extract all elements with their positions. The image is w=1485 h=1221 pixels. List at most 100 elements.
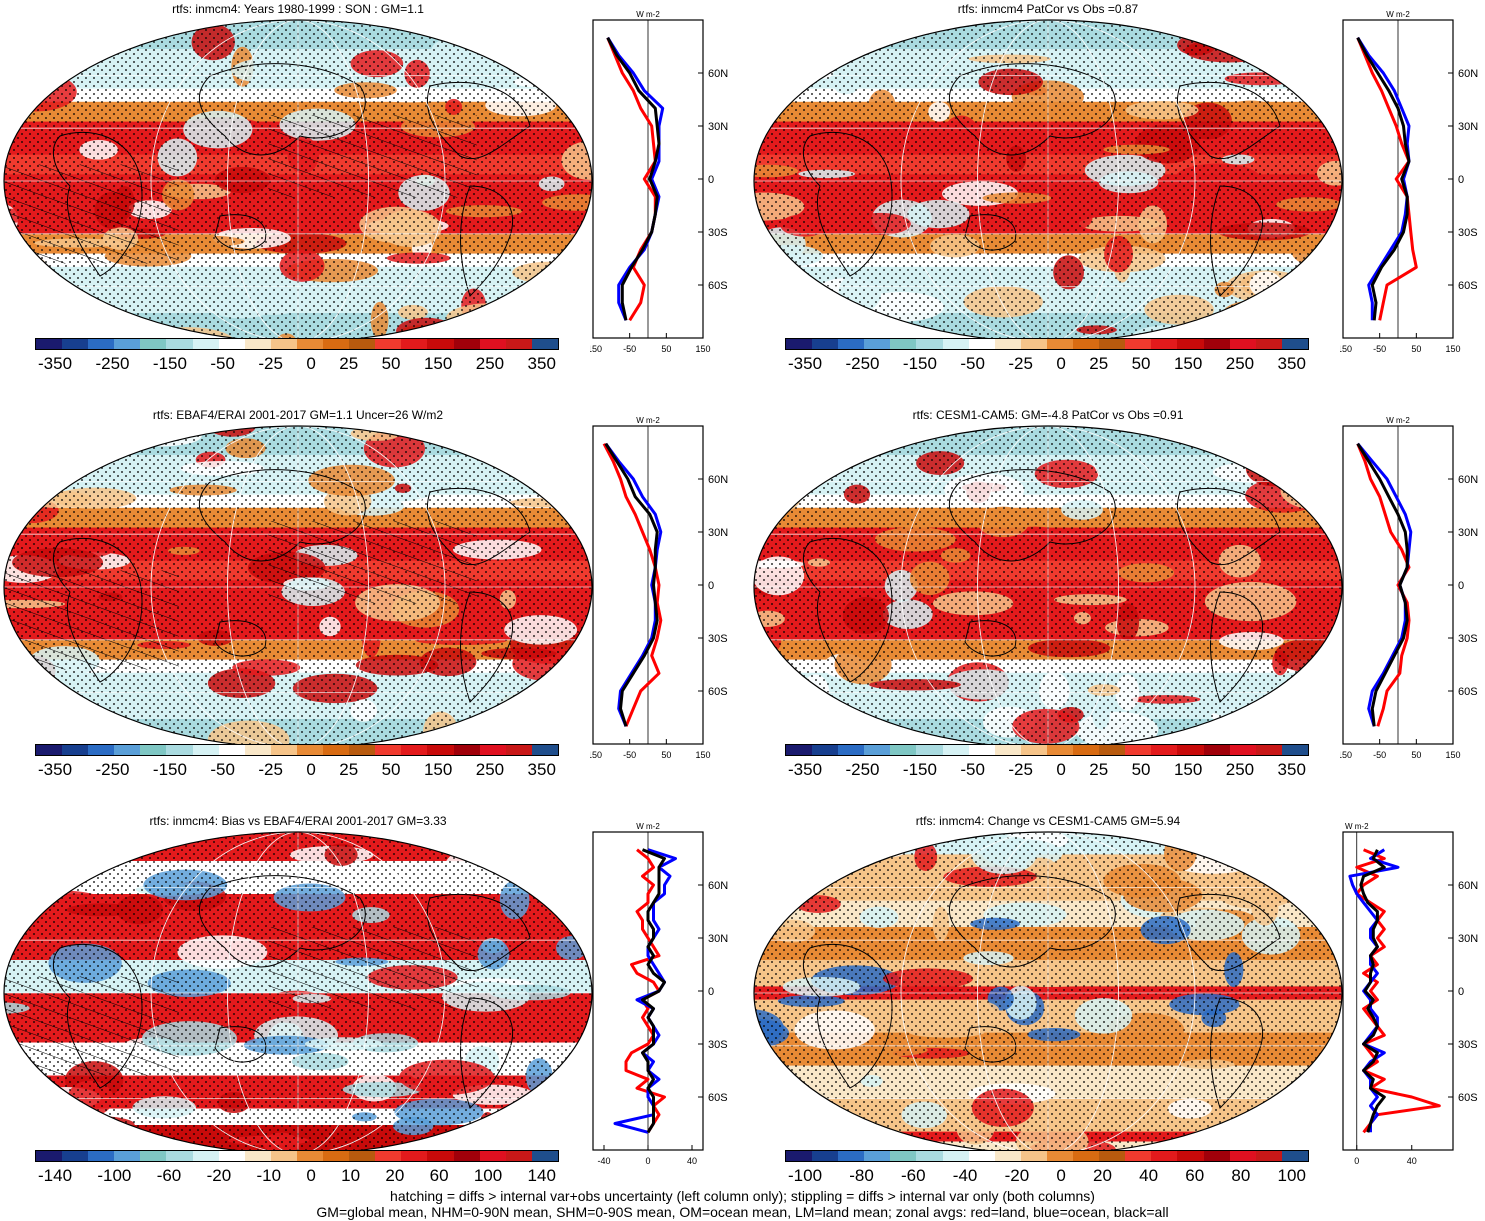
colorbar-tick-label: -50 <box>960 760 985 779</box>
colorbar-swatch <box>114 339 141 349</box>
colorbar-swatch <box>375 745 402 755</box>
colorbar-swatch <box>349 1151 376 1161</box>
colorbar-swatch <box>1020 339 1047 349</box>
colorbar-tick-label: 150 <box>1173 354 1203 373</box>
colorbar-tick-label: 150 <box>423 354 453 373</box>
colorbar-tick-label: 0 <box>306 354 316 373</box>
colorbar-swatch <box>1281 1151 1308 1161</box>
colorbar-tick-label: -50 <box>960 354 985 373</box>
colorbar-swatch <box>890 745 917 755</box>
colorbar-swatch <box>1020 745 1047 755</box>
colorbar <box>785 1150 1309 1162</box>
colorbar-tick-label: 250 <box>475 760 505 779</box>
colorbar-swatch <box>942 1151 969 1161</box>
world-map <box>753 425 1343 749</box>
world-map <box>753 19 1343 343</box>
panel-1: rtfs: inmcm4: Years 1980-1999 : SON : GM… <box>0 0 735 400</box>
colorbar-swatch <box>479 745 506 755</box>
colorbar-swatch <box>531 745 558 755</box>
zonal-x-tick-label: 150 <box>695 344 710 353</box>
map-title: rtfs: inmcm4: Years 1980-1999 : SON : GM… <box>172 2 424 16</box>
colorbar-swatch <box>1203 745 1230 755</box>
colorbar-swatch <box>1177 1151 1204 1161</box>
colorbar-ticks: -140 -100 -60 -20 -10 0 10 20 60 100 140 <box>38 1166 556 1186</box>
colorbar-ticks: -100 -80 -60 -40 -20 0 20 40 60 80 100 <box>788 1166 1306 1186</box>
zonal-x-tick-label: -50 <box>1373 750 1386 759</box>
zonal-y-tick-label: 60S <box>1458 686 1478 698</box>
colorbar-tick-label: -20 <box>1004 1166 1030 1185</box>
footer-line-1: hatching = diffs > internal var+obs unce… <box>390 1188 1095 1204</box>
colorbar-swatch <box>1151 745 1178 755</box>
colorbar-swatch <box>140 1151 167 1161</box>
zonal-y-tick-label: 30N <box>708 527 728 539</box>
colorbar-tick-label: -60 <box>901 1166 926 1185</box>
colorbar-swatch <box>401 745 428 755</box>
zonal-x-tick-label: 150 <box>1445 344 1460 353</box>
colorbar-tick-label: -250 <box>845 354 880 373</box>
colorbar-swatch <box>62 1151 89 1161</box>
colorbar-swatch <box>62 339 89 349</box>
colorbar-swatch <box>166 1151 193 1161</box>
colorbar-swatch <box>864 339 891 349</box>
zonal-unit-label: W m-2 <box>1386 416 1410 425</box>
colorbar-swatch <box>942 745 969 755</box>
colorbar-tick-label: 0 <box>306 760 316 779</box>
colorbar-swatch <box>62 745 89 755</box>
colorbar-swatch <box>270 339 297 349</box>
colorbar-tick-label: 50 <box>1131 354 1151 373</box>
colorbar <box>35 744 559 756</box>
colorbar-swatch <box>1203 339 1230 349</box>
zonal-x-tick-label: 50 <box>1411 344 1421 353</box>
world-map <box>3 19 593 343</box>
colorbar-swatch <box>812 1151 839 1161</box>
panel-3: rtfs: EBAF4/ERAI 2001-2017 GM=1.1 Uncer=… <box>0 406 735 806</box>
panel-6: rtfs: inmcm4: Change vs CESM1-CAM5 GM=5.… <box>750 812 1485 1212</box>
zonal-y-tick-label: 60N <box>1458 474 1478 486</box>
colorbar-swatch <box>453 745 480 755</box>
colorbar-swatch <box>36 745 63 755</box>
colorbar-swatch <box>244 339 271 349</box>
colorbar-swatch <box>994 1151 1021 1161</box>
colorbar-tick-label: -150 <box>152 354 187 373</box>
colorbar-tick-label: 25 <box>339 760 359 779</box>
colorbar-swatch <box>36 339 63 349</box>
colorbar-swatch <box>1229 1151 1256 1161</box>
zonal-frame <box>1342 831 1454 1151</box>
colorbar-tick-label: 10 <box>341 1166 361 1185</box>
colorbar-swatch <box>88 745 115 755</box>
colorbar-swatch <box>786 1151 813 1161</box>
colorbar-tick-label: -40 <box>952 1166 978 1185</box>
colorbar-swatch <box>1073 1151 1100 1161</box>
colorbar-swatch <box>1099 339 1126 349</box>
colorbar-ticks: -350 -250 -150 -50 -25 0 25 50 150 250 350 <box>38 760 556 780</box>
colorbar <box>35 338 559 350</box>
colorbar-swatch <box>1255 745 1282 755</box>
zonal-mean-plot: W m-2 60N 30N 0 30S 60S -150 -50 50 150 <box>1340 10 1478 353</box>
colorbar-swatch <box>479 339 506 349</box>
zonal-x-tick-label: -150 <box>590 344 602 353</box>
map-title: rtfs: inmcm4: Bias vs EBAF4/ERAI 2001-20… <box>149 814 447 828</box>
footer-note: hatching = diffs > internal var+obs unce… <box>0 1188 1485 1220</box>
zonal-x-tick-label: -150 <box>1340 344 1352 353</box>
zonal-y-tick-label: 60N <box>708 68 728 80</box>
colorbar-swatch <box>296 1151 324 1161</box>
colorbar-swatch <box>838 339 865 349</box>
zonal-x-tick-label: -50 <box>1373 344 1386 353</box>
colorbar-swatch <box>994 745 1021 755</box>
colorbar-swatch <box>270 1151 297 1161</box>
zonal-x-tick-label: 150 <box>1445 750 1460 759</box>
colorbar-ticks: -350 -250 -150 -50 -25 0 25 50 150 250 350 <box>788 760 1306 780</box>
colorbar-tick-label: -100 <box>97 1166 132 1185</box>
colorbar-tick-label: -350 <box>38 354 73 373</box>
colorbar <box>785 744 1309 756</box>
zonal-y-tick-label: 0 <box>708 580 714 592</box>
colorbar-swatch <box>323 339 350 349</box>
colorbar-tick-label: -350 <box>788 760 823 779</box>
colorbar-tick-label: 150 <box>423 760 453 779</box>
zonal-series-ocean <box>604 442 663 727</box>
colorbar-tick-label: -25 <box>258 760 283 779</box>
zonal-y-tick-label: 60N <box>708 880 728 892</box>
colorbar-swatch <box>1046 1151 1074 1161</box>
zonal-y-tick-label: 30S <box>708 1039 728 1051</box>
colorbar-tick-label: -350 <box>788 354 823 373</box>
